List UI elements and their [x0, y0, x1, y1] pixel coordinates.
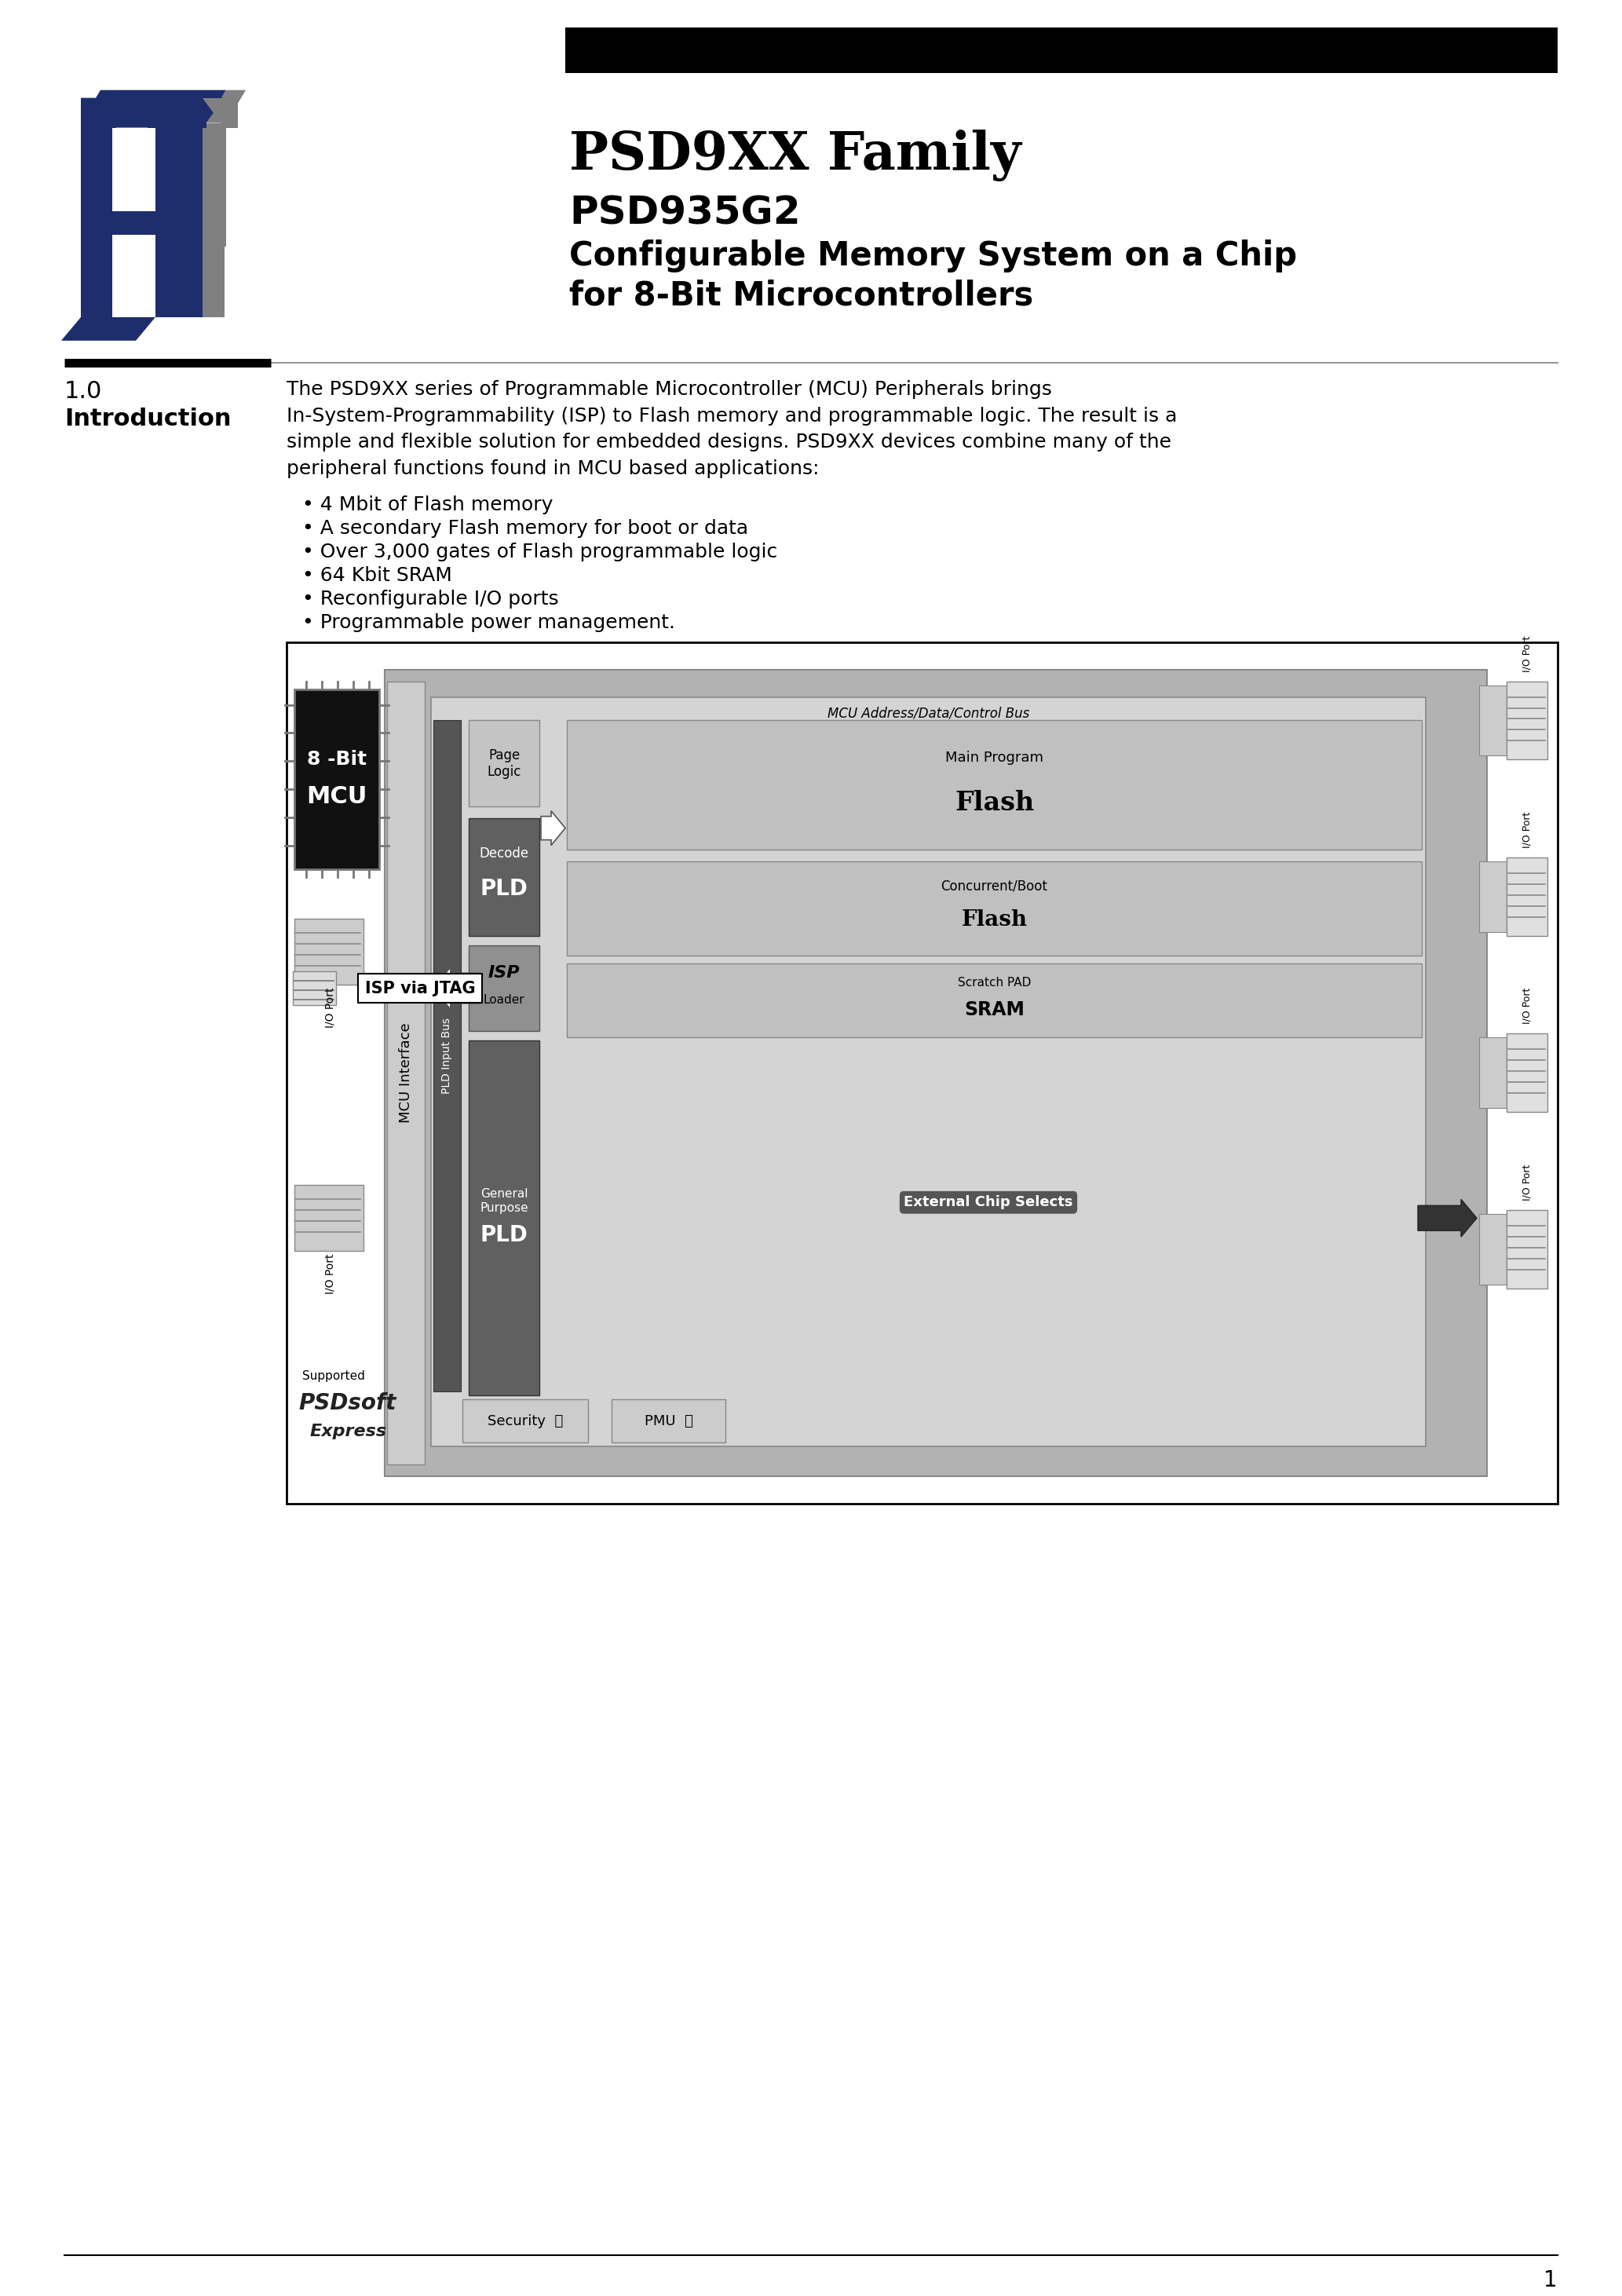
Text: I/O Port: I/O Port	[1521, 636, 1533, 673]
Bar	[1507, 1210, 1547, 1288]
Text: General
Purpose: General Purpose	[480, 1187, 529, 1215]
Text: I/O Port: I/O Port	[1521, 987, 1533, 1024]
Bar	[295, 1185, 363, 1251]
Text: ISP: ISP	[488, 964, 521, 980]
Bar	[469, 946, 540, 1031]
Text: PLD: PLD	[480, 877, 527, 900]
Text: I/O Port: I/O Port	[324, 1254, 336, 1293]
Text: I/O Port: I/O Port	[324, 987, 336, 1029]
Text: simple and flexible solution for embedded designs. PSD9XX devices combine many o: simple and flexible solution for embedde…	[287, 434, 1171, 452]
Bar	[469, 721, 540, 806]
Text: • Reconfigurable I/O ports: • Reconfigurable I/O ports	[302, 590, 558, 608]
Bar	[294, 971, 336, 1006]
Polygon shape	[112, 129, 156, 211]
Text: PSD935G2: PSD935G2	[569, 195, 801, 232]
Polygon shape	[112, 234, 156, 317]
Bar	[564, 28, 1557, 73]
Text: PSDsoft: PSDsoft	[298, 1391, 396, 1414]
Text: PSD9XX Family: PSD9XX Family	[569, 129, 1022, 181]
Text: Configurable Memory System on a Chip: Configurable Memory System on a Chip	[569, 239, 1298, 273]
Bar	[566, 861, 1422, 955]
Polygon shape	[92, 129, 198, 239]
Bar	[433, 721, 461, 1391]
Polygon shape	[206, 124, 225, 246]
Text: PMU  💾: PMU 💾	[644, 1414, 693, 1428]
Text: peripheral functions found in MCU based applications:: peripheral functions found in MCU based …	[287, 459, 819, 478]
Text: I/O Port: I/O Port	[1521, 1164, 1533, 1201]
Text: Page
Logic: Page Logic	[487, 748, 521, 778]
Text: I/O Port: I/O Port	[1521, 813, 1533, 847]
Text: Main Program: Main Program	[946, 751, 1043, 765]
Polygon shape	[203, 129, 224, 317]
Text: • 4 Mbit of Flash memory: • 4 Mbit of Flash memory	[302, 496, 553, 514]
FancyArrow shape	[433, 967, 478, 1010]
Polygon shape	[156, 129, 203, 317]
Text: Decode: Decode	[478, 847, 529, 861]
Text: Loader: Loader	[483, 994, 524, 1006]
Bar	[287, 643, 1557, 1504]
Text: • A secondary Flash memory for boot or data: • A secondary Flash memory for boot or d…	[302, 519, 748, 537]
Text: for 8-Bit Microcontrollers: for 8-Bit Microcontrollers	[569, 278, 1033, 312]
Polygon shape	[206, 90, 247, 124]
Text: Flash: Flash	[962, 909, 1027, 930]
Bar	[295, 918, 363, 985]
Text: PLD Input Bus: PLD Input Bus	[441, 1017, 453, 1095]
Bar	[431, 698, 1426, 1446]
Text: In-System-Programmability (ISP) to Flash memory and programmable logic. The resu: In-System-Programmability (ISP) to Flash…	[287, 406, 1178, 425]
Bar	[566, 964, 1422, 1038]
Polygon shape	[148, 124, 206, 246]
Text: 1.0: 1.0	[65, 379, 102, 402]
Bar	[469, 1040, 540, 1396]
Bar	[388, 682, 425, 1465]
Bar	[611, 1398, 725, 1442]
Text: The PSD9XX series of Programmable Microcontroller (MCU) Peripherals brings: The PSD9XX series of Programmable Microc…	[287, 379, 1053, 400]
Polygon shape	[81, 90, 225, 124]
Text: ISP via JTAG: ISP via JTAG	[365, 980, 475, 996]
Text: MCU: MCU	[307, 785, 367, 808]
Text: Security  🔒: Security 🔒	[488, 1414, 563, 1428]
Bar	[566, 721, 1422, 850]
Bar	[1479, 1215, 1507, 1283]
Polygon shape	[81, 124, 117, 246]
Text: Concurrent/Boot: Concurrent/Boot	[941, 879, 1048, 893]
Text: External Chip Selects: External Chip Selects	[903, 1196, 1074, 1210]
Text: SRAM: SRAM	[963, 1001, 1025, 1019]
Bar	[469, 817, 540, 937]
Text: MCU Address/Data/Control Bus: MCU Address/Data/Control Bus	[827, 707, 1030, 721]
Polygon shape	[81, 129, 112, 317]
FancyArrow shape	[1418, 1199, 1476, 1238]
Bar	[1479, 1038, 1507, 1109]
Text: • 64 Kbit SRAM: • 64 Kbit SRAM	[302, 567, 453, 585]
Bar	[1507, 856, 1547, 937]
Text: 1: 1	[1544, 2268, 1557, 2291]
Polygon shape	[81, 99, 224, 129]
Bar	[295, 689, 380, 870]
Text: PLD: PLD	[480, 1224, 527, 1247]
Text: Introduction: Introduction	[65, 406, 232, 429]
FancyArrow shape	[540, 810, 564, 845]
Bar	[1479, 684, 1507, 755]
Text: 8 -Bit: 8 -Bit	[307, 751, 367, 769]
Polygon shape	[203, 99, 238, 129]
Bar	[384, 670, 1487, 1476]
Bar	[1479, 861, 1507, 932]
Polygon shape	[81, 211, 156, 234]
Text: Flash: Flash	[955, 790, 1035, 815]
Text: Scratch PAD: Scratch PAD	[957, 976, 1032, 990]
Bar	[1507, 682, 1547, 760]
Bar	[1507, 1033, 1547, 1111]
Text: • Programmable power management.: • Programmable power management.	[302, 613, 675, 631]
Text: Express: Express	[310, 1424, 388, 1440]
Text: • Over 3,000 gates of Flash programmable logic: • Over 3,000 gates of Flash programmable…	[302, 542, 777, 563]
Text: MCU Interface: MCU Interface	[399, 1022, 414, 1123]
Bar	[462, 1398, 589, 1442]
Text: Supported: Supported	[302, 1371, 365, 1382]
Polygon shape	[81, 204, 117, 227]
Polygon shape	[62, 317, 156, 340]
